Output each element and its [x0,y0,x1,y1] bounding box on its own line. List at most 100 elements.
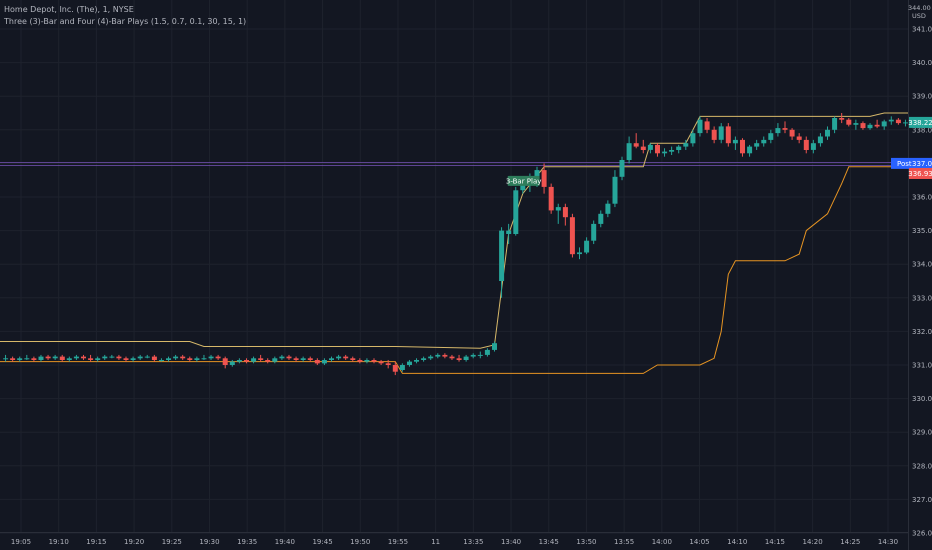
candle-body[interactable] [895,119,901,124]
candle-body[interactable] [357,360,363,362]
candle-body[interactable] [499,230,505,281]
candle-body[interactable] [272,358,278,362]
candle-body[interactable] [647,144,653,150]
candle-body[interactable] [704,121,710,130]
candle-body[interactable] [541,170,547,187]
candle-body[interactable] [102,356,108,359]
candle-body[interactable] [832,118,838,130]
candle-body[interactable] [10,358,16,360]
candle-body[interactable] [194,358,200,360]
candle-body[interactable] [180,356,186,359]
candle-body[interactable] [903,122,908,124]
candle-body[interactable] [662,151,668,154]
candle-body[interactable] [307,358,313,360]
candle-body[interactable] [407,361,412,365]
candle-body[interactable] [810,143,816,150]
candle-body[interactable] [867,124,873,129]
candle-body[interactable] [38,356,44,360]
candle-body[interactable] [109,356,115,358]
candle-body[interactable] [378,361,384,364]
candle-body[interactable] [803,139,809,150]
candle-body[interactable] [789,129,795,137]
candle-body[interactable] [208,356,214,359]
candle-body[interactable] [123,358,129,360]
candle-body[interactable] [166,358,171,360]
candle-body[interactable] [222,358,228,365]
candle-body[interactable] [555,207,561,211]
candle-body[interactable] [45,356,51,359]
candle-body[interactable] [173,356,179,359]
candle-body[interactable] [244,360,249,362]
candle-body[interactable] [95,358,101,360]
indicator-legend[interactable]: Three (3)-Bar and Four (4)-Bar Plays (1.… [4,17,247,26]
candle-body[interactable] [321,360,327,364]
candle-body[interactable] [159,360,164,361]
candle-body[interactable] [392,365,398,372]
candle-body[interactable] [265,360,271,362]
candle-body[interactable] [130,358,136,360]
candle-body[interactable] [888,119,894,122]
candle-body[interactable] [73,356,79,359]
candle-body[interactable] [470,354,476,357]
candle-body[interactable] [201,358,207,360]
candle-body[interactable] [414,360,419,362]
candle-body[interactable] [732,139,738,144]
candle-body[interactable] [577,252,582,255]
candle-body[interactable] [492,343,497,350]
candle-body[interactable] [690,133,696,144]
candle-body[interactable] [59,356,65,360]
candle-body[interactable] [442,354,448,357]
candle-body[interactable] [846,119,852,125]
candle-body[interactable] [258,358,264,360]
candle-body[interactable] [329,358,334,360]
candle-body[interactable] [605,203,611,214]
candle-body[interactable] [718,126,724,140]
candle-body[interactable] [215,356,221,359]
candle-body[interactable] [251,358,257,362]
candle-body[interactable] [747,146,753,154]
candle-body[interactable] [881,121,887,127]
candle-body[interactable] [236,360,242,362]
candle-body[interactable] [336,356,342,359]
candle-body[interactable] [569,217,575,255]
candle-body[interactable] [711,129,717,140]
candle-body[interactable] [286,356,292,359]
candle-body[interactable] [484,349,490,355]
candle-body[interactable] [782,128,788,130]
candle-body[interactable] [548,186,554,211]
candle-body[interactable] [66,358,72,360]
candle-body[interactable] [116,356,122,359]
candle-body[interactable] [88,358,94,360]
candle-body[interactable] [626,143,632,160]
candle-body[interactable] [229,361,235,365]
candle-body[interactable] [676,146,682,150]
candle-body[interactable] [725,126,731,144]
candle-body[interactable] [52,356,58,359]
candle-body[interactable] [300,358,306,360]
candle-body[interactable] [144,356,150,358]
candle-body[interactable] [385,363,391,365]
candle-body[interactable] [293,358,299,360]
candle-body[interactable] [683,143,689,147]
candle-body[interactable] [520,185,526,191]
candle-body[interactable] [421,358,427,360]
candle-body[interactable] [364,360,370,362]
candle-body[interactable] [463,356,469,360]
candle-body[interactable] [817,136,823,144]
candle-body[interactable] [853,123,859,125]
candle-body[interactable] [761,139,767,144]
candle-body[interactable] [825,129,830,137]
candle-body[interactable] [839,118,845,120]
candle-body[interactable] [562,207,568,218]
candle-body[interactable] [17,358,23,360]
candle-body[interactable] [477,354,483,356]
candle-body[interactable] [619,160,625,177]
candle-body[interactable] [669,150,675,152]
candle-body[interactable] [655,144,660,154]
candle-body[interactable] [740,139,745,154]
candle-body[interactable] [399,365,405,370]
candle-body[interactable] [768,133,774,140]
candle-body[interactable] [187,358,193,360]
candle-body[interactable] [775,128,781,134]
